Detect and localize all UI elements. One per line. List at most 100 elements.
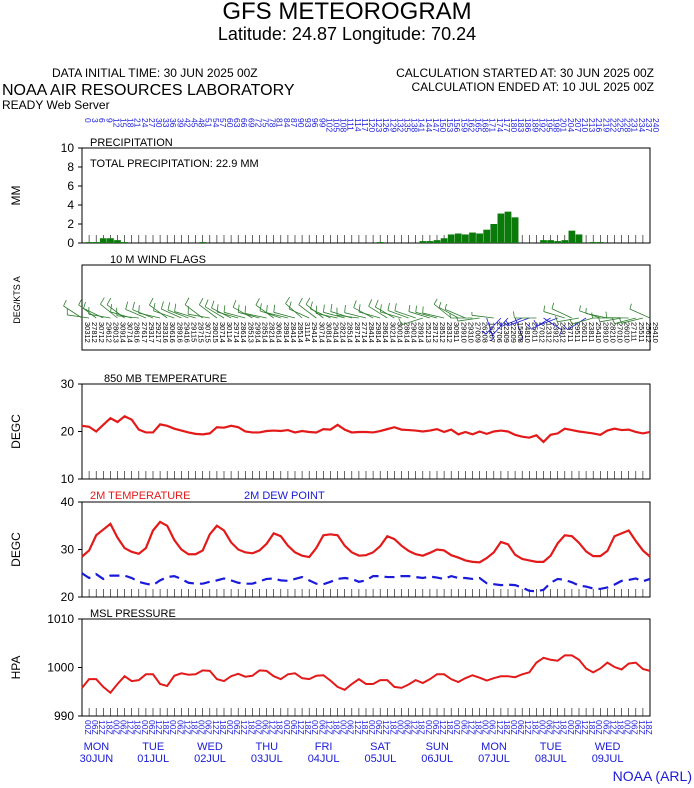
time-hour-label: 18Z: [559, 720, 569, 735]
forecast-hour-label: 135: [403, 118, 413, 132]
precip-bar: [476, 233, 483, 243]
time-hour-label: 12Z: [608, 720, 618, 735]
wind-barb-feather: [266, 304, 268, 313]
time-hour-label: 12Z: [495, 720, 505, 735]
wind-barb-label: 26011: [580, 322, 589, 342]
time-hour-label: 00Z: [140, 720, 150, 735]
wind-barb-label: 29317: [147, 322, 156, 343]
wind-barb-label: 29612: [104, 322, 113, 343]
forecast-hour-label: 102: [324, 118, 334, 132]
time-hour-label: 06Z: [459, 720, 469, 735]
wind-barb-feather: [353, 300, 357, 308]
dewpoint-legend: 2M DEW POINT: [244, 490, 325, 502]
date-label: 04JUL: [308, 753, 340, 765]
forecast-hour-label: 162: [466, 118, 476, 132]
wind-barb: [273, 311, 296, 319]
forecast-hour-label: 0: [83, 118, 93, 123]
time-hour-label: 18Z: [644, 720, 654, 735]
wind-barb: [444, 309, 466, 319]
wind-barb-feather: [204, 299, 209, 307]
forecast-hour-label: 228: [623, 118, 633, 132]
wind-barb-label: 29115: [190, 322, 199, 342]
wind-barb-feather: [273, 304, 276, 313]
time-hour-label: 00Z: [481, 720, 491, 735]
wind-barb: [543, 311, 565, 319]
forecast-hour-label: 120: [367, 118, 377, 132]
forecast-hour-label: 45: [190, 118, 200, 128]
precip-bar: [490, 224, 498, 243]
temp2m-ytick-label: 30: [61, 543, 75, 557]
temp2m-ytick-label: 40: [61, 495, 75, 509]
forecast-hour-label: 186: [523, 118, 533, 132]
wind-barb-label: 29416: [182, 322, 191, 343]
precip-bar: [99, 238, 107, 243]
wind-barb-label: 22209: [509, 322, 518, 343]
wind-barb-label: 24810: [523, 322, 532, 343]
time-hour-label: 06Z: [573, 720, 583, 735]
wind-barb-feather: [63, 299, 67, 307]
date-label: 03JUL: [251, 753, 283, 765]
wind-barb-label: 16207: [488, 322, 497, 343]
wind-barb: [106, 304, 125, 319]
wind-barb: [149, 304, 168, 319]
time-hour-label: 12Z: [580, 720, 590, 735]
temp850-ytick-label: 10: [61, 472, 75, 486]
wind-ylabel: DEG/KTS A: [12, 276, 22, 324]
time-hour-label: 00Z: [509, 720, 519, 735]
wind-barb-label: 30312: [83, 322, 92, 343]
wind-barb: [232, 306, 253, 319]
time-hour-label: 06Z: [175, 720, 185, 735]
wind-barb: [401, 317, 423, 326]
time-hour-label: 12Z: [410, 720, 420, 735]
wind-barb-feather: [488, 331, 494, 335]
wind-barb-label: 28616: [133, 322, 142, 343]
precip-bar: [433, 240, 441, 243]
wind-barb: [531, 317, 551, 330]
forecast-hour-label: 93: [303, 118, 313, 128]
time-hour-label: 18Z: [246, 720, 256, 735]
wind-barb: [571, 317, 594, 325]
forecast-hour-label: 195: [545, 118, 555, 132]
server-name: READY Web Server: [2, 98, 110, 112]
time-hour-label: 06Z: [403, 720, 413, 735]
forecast-hour-label: 30: [154, 118, 164, 128]
time-hour-label: 12Z: [97, 720, 107, 735]
forecast-hour-label: 234: [637, 118, 647, 132]
wind-barb-label: 30714: [126, 322, 135, 343]
wind-barb-label: 28715: [197, 322, 206, 343]
time-hour-label: 00Z: [537, 720, 547, 735]
wind-barb-feather: [323, 304, 325, 313]
wind-barb: [457, 317, 480, 322]
precip-ylabel: MM: [9, 186, 23, 206]
precip-bar: [85, 242, 93, 243]
wind-barb: [259, 310, 281, 319]
wind-barb-feather: [605, 311, 608, 318]
time-hour-label: 00Z: [253, 720, 263, 735]
wind-barb-label: 28210: [608, 322, 617, 343]
time-hour-label: 00Z: [111, 720, 121, 735]
precip-bar: [483, 229, 491, 243]
wind-barb-feather: [149, 297, 154, 306]
forecast-hour-label: 24: [140, 118, 150, 128]
time-hour-label: 06Z: [232, 720, 242, 735]
forecast-hour-label: 111: [346, 118, 356, 131]
wind-barb-label: 28914: [417, 322, 426, 343]
precip-bar: [121, 242, 128, 243]
wind-barb-label: 28514: [296, 322, 305, 343]
forecast-hour-label: 189: [530, 118, 540, 132]
wind-barb-feather: [78, 298, 83, 305]
time-hour-label: 00Z: [395, 720, 405, 735]
time-hour-label: 06Z: [261, 720, 271, 735]
wind-barb-feather: [456, 316, 459, 322]
wind-barb-label: 28513: [246, 322, 255, 343]
forecast-hour-label: 78: [268, 118, 278, 128]
time-hour-label: 06Z: [516, 720, 526, 735]
wind-barb: [67, 314, 90, 319]
wind-barb-feather: [198, 297, 204, 305]
wind-barb: [614, 317, 636, 325]
wind-barb-feather: [167, 302, 171, 311]
time-hour-label: 18Z: [161, 720, 171, 735]
wind-barb: [310, 308, 331, 319]
precip-bar: [596, 242, 604, 243]
wind-barb-feather: [618, 317, 622, 324]
